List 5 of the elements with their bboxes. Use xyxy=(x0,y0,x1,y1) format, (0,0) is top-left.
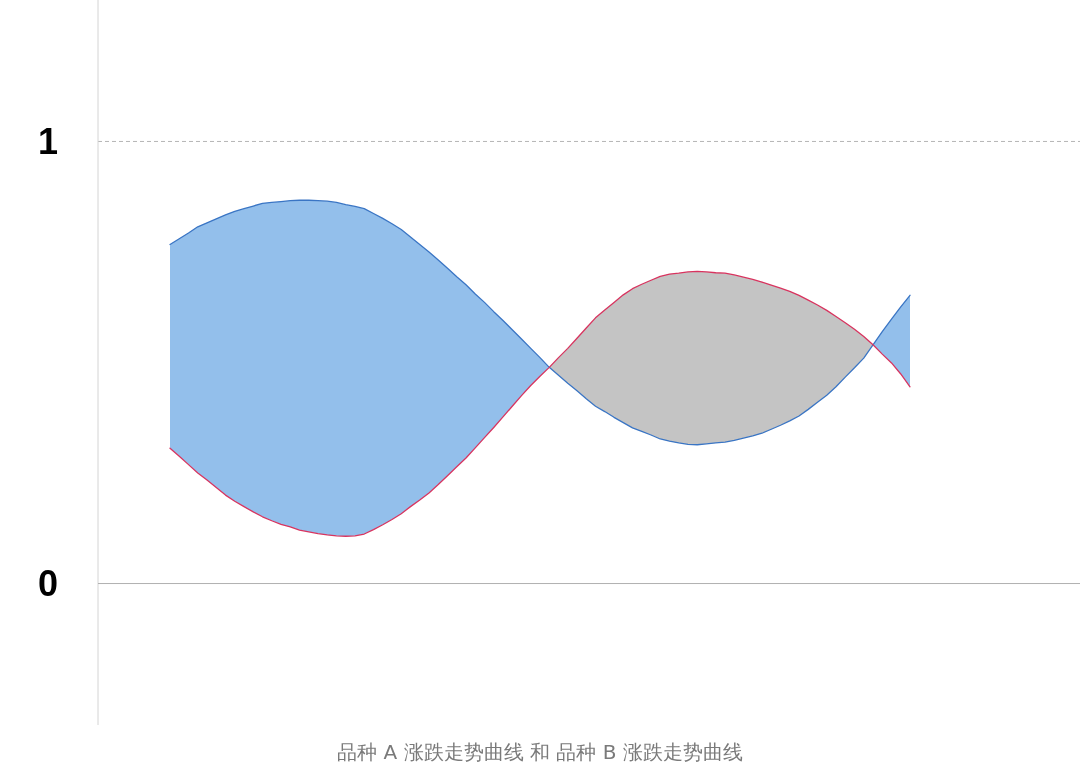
line-series xyxy=(169,199,911,446)
y-tick-label: 0 xyxy=(37,563,59,605)
y-tick-label: 1 xyxy=(37,120,59,162)
x-axis-title: 品种 A 涨跌走势曲线 和 品种 B 涨跌走势曲线 xyxy=(337,740,743,764)
line-series xyxy=(169,270,911,537)
